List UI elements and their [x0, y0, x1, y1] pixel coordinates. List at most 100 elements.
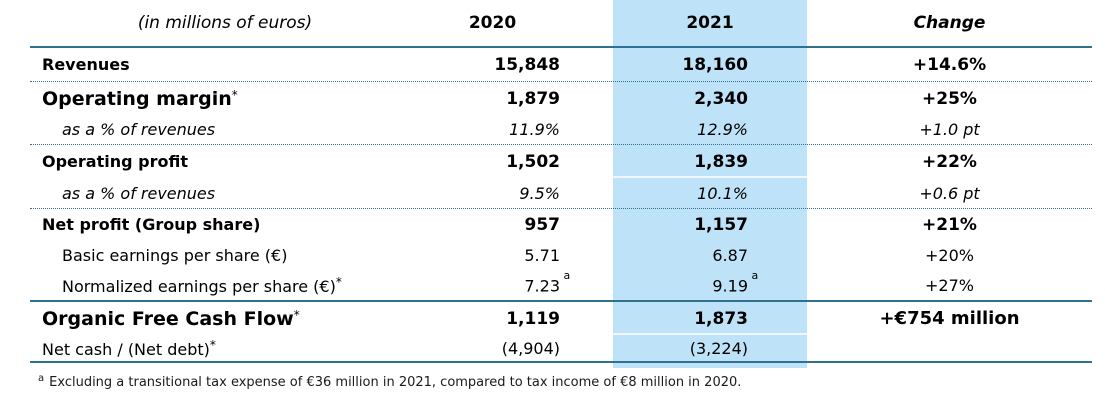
value-2021: 18,160 — [613, 55, 807, 75]
value-change: +21% — [807, 215, 1092, 235]
value-2020: 7.23 a — [524, 268, 571, 296]
value-text: 1,879 — [506, 88, 560, 109]
row-label-text: Revenues — [42, 55, 130, 74]
asterisk-footnote-marker: * — [293, 307, 300, 322]
highlight-row-separator — [613, 176, 807, 178]
row-label: Normalized earnings per share (€)* — [30, 275, 420, 296]
table-row-profit-percent: as a % of revenues 9.5% 10.1% +0.6 pt — [30, 178, 1092, 208]
value-text: +25% — [922, 88, 977, 109]
column-header-2020: 2020 — [468, 13, 517, 33]
value-text: 7.23 — [524, 276, 560, 296]
column-header-change: Change — [913, 13, 986, 33]
value-2020: 5.71 — [420, 246, 565, 265]
value-text: +0.6 pt — [919, 183, 980, 203]
value-text: 5.71 — [524, 245, 560, 265]
row-label: Operating margin* — [30, 88, 420, 110]
row-label: Net profit (Group share) — [30, 215, 420, 234]
highlight-2021-column — [613, 0, 807, 368]
row-label: as a % of revenues — [30, 184, 420, 203]
value-2021: 2,340 — [613, 89, 807, 109]
unit-label: (in millions of euros) — [137, 13, 313, 33]
value-change: +1.0 pt — [807, 120, 1092, 139]
row-label-text: Basic earnings per share (€) — [62, 245, 288, 265]
value-2021: 6.87 — [613, 246, 807, 265]
table-row-net-cash: Net cash / (Net debt)* (4,904) (3,224) — [30, 335, 1092, 363]
value-2020: 1,119 — [420, 309, 565, 329]
value-2020: 1,502 — [420, 152, 565, 172]
value-2021: 10.1% — [613, 184, 807, 203]
footnote: a Excluding a transitional tax expense of… — [38, 373, 741, 390]
value-change: +22% — [807, 152, 1092, 172]
asterisk-footnote-marker: * — [231, 87, 238, 102]
value-text: 6.87 — [712, 245, 748, 265]
value-text: 12.9% — [697, 120, 748, 139]
table-row-net-profit: Net profit (Group share) 957 1,157 +21% — [30, 208, 1092, 240]
table-row-basic-eps: Basic earnings per share (€) 5.71 6.87 +… — [30, 240, 1092, 270]
row-label-text: Organic Free Cash Flow — [42, 307, 294, 330]
footnote-text: Excluding a transitional tax expense of … — [49, 375, 742, 390]
table-row-organic-fcf: Organic Free Cash Flow* 1,119 1,873 +€75… — [30, 300, 1092, 335]
value-2020: (4,904) — [420, 339, 565, 358]
table-row-operating-margin: Operating margin* 1,879 2,340 +25% — [30, 81, 1092, 115]
value-change: +27% — [807, 276, 1092, 295]
value-text: 1,119 — [506, 308, 560, 329]
row-label-text: Net cash / (Net debt) — [42, 339, 210, 359]
value-text: 1,502 — [506, 151, 560, 172]
value-2021: 1,157 — [613, 215, 807, 235]
value-text: +22% — [922, 151, 977, 172]
value-change: +€754 million — [807, 308, 1092, 329]
value-text: 18,160 — [682, 54, 748, 75]
row-label-text: Net profit (Group share) — [42, 215, 261, 234]
value-change: +20% — [807, 246, 1092, 265]
value-2021: (3,224) — [613, 339, 807, 358]
value-text: +€754 million — [879, 308, 1020, 329]
value-2020: 957 — [420, 215, 565, 235]
value-text: 2,340 — [694, 88, 748, 109]
value-change: +25% — [807, 89, 1092, 109]
value-2020: 9.5% — [420, 184, 565, 203]
row-label-text: Normalized earnings per share (€) — [62, 276, 336, 296]
value-2021: 12.9% — [613, 120, 807, 139]
row-label-text: as a % of revenues — [62, 183, 216, 203]
value-text: 1,873 — [694, 308, 748, 329]
value-text: +14.6% — [912, 54, 987, 75]
value-2021: 9.19 a — [712, 268, 759, 296]
value-2021: 1,873 — [613, 309, 807, 329]
row-label: Basic earnings per share (€) — [30, 246, 420, 265]
asterisk-footnote-marker: * — [335, 274, 342, 289]
table-row-normalized-eps: Normalized earnings per share (€)* 7.23 … — [30, 268, 1092, 300]
table-row-operating-profit: Operating profit 1,502 1,839 +22% — [30, 144, 1092, 178]
value-text: +20% — [925, 245, 974, 265]
value-2020: 1,879 — [420, 89, 565, 109]
footnote-a-marker: a — [38, 373, 45, 384]
row-label: Operating profit — [30, 152, 420, 171]
row-label-text: as a % of revenues — [62, 120, 216, 139]
value-change: +0.6 pt — [807, 184, 1092, 203]
value-text: +1.0 pt — [919, 120, 980, 139]
value-text: 1,157 — [694, 214, 748, 235]
table-header-row: (in millions of euros) 2020 2021 Change — [30, 0, 1092, 46]
value-text: (3,224) — [689, 338, 748, 358]
value-text: 9.19 — [712, 276, 748, 296]
highlight-row-separator — [613, 333, 807, 335]
value-text: 15,848 — [494, 54, 560, 75]
value-text: 11.9% — [509, 120, 560, 139]
value-change: +14.6% — [807, 55, 1092, 75]
row-label: as a % of revenues — [30, 120, 420, 139]
row-label: Net cash / (Net debt)* — [30, 338, 420, 359]
column-header-2021: 2021 — [686, 13, 734, 33]
row-label-text: Operating profit — [42, 152, 188, 171]
value-text: +27% — [925, 275, 974, 295]
value-text: 1,839 — [694, 151, 748, 172]
value-text: (4,904) — [501, 338, 560, 358]
row-label: Organic Free Cash Flow* — [30, 308, 420, 330]
row-label: Revenues — [30, 55, 420, 74]
table-row-revenues: Revenues 15,848 18,160 +14.6% — [30, 46, 1092, 81]
value-text: 10.1% — [697, 183, 748, 203]
row-label-text: Operating margin — [42, 87, 232, 110]
value-2020: 11.9% — [420, 120, 565, 139]
value-2021: 1,839 — [613, 152, 807, 172]
value-text: +21% — [922, 214, 977, 235]
table-row-margin-percent: as a % of revenues 11.9% 12.9% +1.0 pt — [30, 115, 1092, 144]
